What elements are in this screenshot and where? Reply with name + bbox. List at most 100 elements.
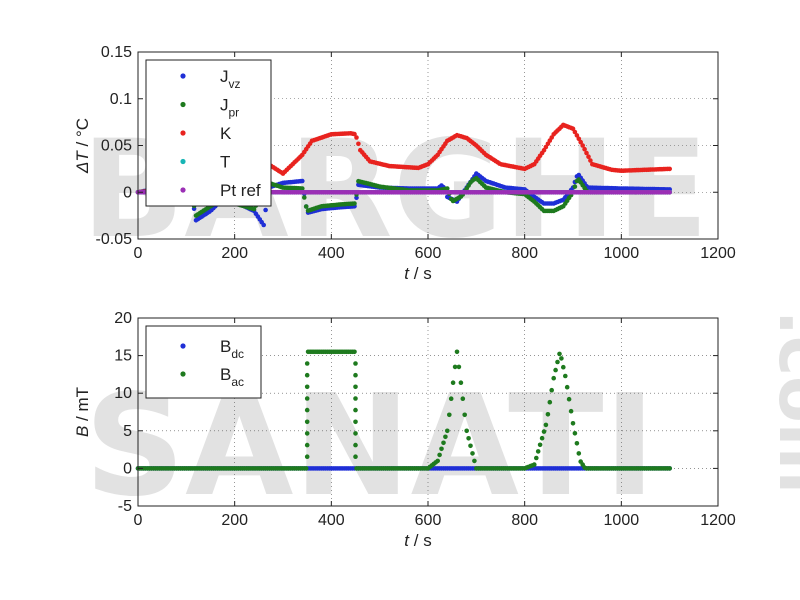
data-point-bac — [570, 421, 576, 426]
legend-marker-jvz — [180, 73, 186, 79]
data-point-bac — [303, 466, 309, 471]
data-point-bac — [468, 443, 473, 449]
legend-label-jvz: Jvz — [220, 67, 241, 91]
data-point-bac — [667, 466, 672, 471]
legend-label-bdc: Bdc — [220, 337, 244, 361]
data-point-bac — [353, 407, 358, 413]
y-tick-label: 0 — [123, 184, 132, 201]
y-tick-label: 20 — [114, 310, 132, 327]
data-point-bac — [352, 349, 357, 355]
x-tick-label: 400 — [318, 512, 345, 529]
data-point-jvz — [300, 178, 305, 184]
data-point-bac — [559, 356, 564, 361]
y-tick-label: -0.05 — [96, 231, 133, 248]
data-point-bac — [464, 428, 470, 434]
data-point-bac — [441, 440, 446, 446]
data-point-bac — [539, 435, 545, 441]
series-bac — [135, 349, 672, 471]
data-point-jpr — [352, 201, 357, 206]
data-point-jpr — [303, 204, 309, 209]
data-point-bac — [547, 399, 553, 405]
data-point-k — [667, 166, 672, 172]
data-point-bac — [353, 431, 358, 436]
x-tick-label: 0 — [134, 512, 143, 529]
x-tick-label: 0 — [134, 245, 143, 262]
x-tick-label: 1000 — [604, 245, 640, 262]
data-point-bac — [462, 412, 468, 418]
legend-box — [145, 325, 262, 399]
x-tick-label: 1200 — [700, 512, 736, 529]
data-point-bac — [541, 429, 547, 434]
data-point-bac — [353, 384, 358, 390]
data-point-bac — [456, 364, 462, 370]
data-point-bac — [532, 462, 537, 467]
series-k — [135, 122, 672, 195]
data-point-bac — [555, 359, 560, 365]
data-point-bac — [470, 451, 475, 456]
data-point-bac — [304, 431, 310, 436]
data-point-bac — [304, 454, 310, 460]
data-point-bac — [564, 384, 570, 390]
legend-marker-t — [180, 158, 186, 165]
data-point-bac — [534, 455, 539, 461]
data-point-bac — [551, 375, 556, 381]
data-point-jpr — [445, 186, 450, 191]
y-axis-label: ΔT / °C — [73, 118, 92, 174]
data-point-bac — [353, 454, 358, 460]
data-point-k — [582, 146, 587, 152]
legend-marker-k — [180, 130, 186, 136]
data-point-bac — [563, 373, 568, 379]
chart-top-temperature: 0 200 400 600 800 1000 1200-0.0500.050.10.15t … — [73, 44, 736, 283]
legend-label-t: T — [220, 153, 230, 172]
legend: Jvz Jpr KT Pt ref — [145, 59, 272, 207]
x-tick-label: 800 — [511, 512, 538, 529]
data-point-bac — [437, 452, 442, 458]
data-point-bac — [353, 372, 358, 378]
data-point-jpr — [302, 195, 307, 200]
data-point-k — [356, 141, 361, 147]
data-point-bac — [448, 396, 454, 402]
data-point-bac — [435, 458, 441, 464]
data-point-bac — [304, 407, 310, 413]
data-point-bac — [304, 384, 310, 390]
data-point-bac — [460, 396, 466, 402]
data-point-bac — [549, 387, 554, 393]
legend-marker-bdc — [180, 343, 186, 349]
data-point-k — [352, 131, 357, 137]
x-tick-label: 800 — [511, 245, 538, 262]
data-point-bac — [572, 431, 578, 436]
data-point-bac — [353, 442, 358, 448]
data-point-bac — [535, 449, 541, 454]
x-tick-label: 200 — [221, 512, 248, 529]
y-tick-label: 15 — [114, 348, 132, 365]
data-point-bac — [353, 361, 358, 366]
data-point-k — [354, 135, 359, 140]
x-tick-label: 600 — [415, 512, 442, 529]
legend-marker-ptref — [180, 187, 186, 193]
data-point-bac — [561, 364, 566, 370]
data-point-k — [586, 154, 591, 159]
data-point-bac — [439, 446, 444, 452]
y-tick-label: 10 — [114, 385, 132, 402]
data-point-k — [574, 133, 580, 138]
data-point-jvz — [263, 207, 268, 213]
data-point-bac — [458, 380, 464, 386]
data-point-bac — [304, 361, 310, 366]
data-point-bac — [466, 436, 471, 441]
data-point-bac — [353, 396, 358, 401]
y-tick-label: 0.1 — [110, 91, 132, 108]
x-tick-label: 200 — [221, 245, 248, 262]
legend-label-bac: Bac — [220, 365, 244, 389]
data-point-k — [572, 129, 578, 135]
data-point-bac — [447, 412, 452, 418]
data-point-bac — [543, 422, 549, 428]
data-point-bac — [304, 372, 310, 378]
data-point-jvz — [354, 195, 359, 200]
x-tick-label: 600 — [415, 245, 442, 262]
data-point-bac — [445, 428, 450, 434]
watermark-suffix: .com — [763, 310, 800, 494]
series-ptref — [135, 189, 672, 195]
legend: Bdc Bac — [145, 325, 262, 399]
